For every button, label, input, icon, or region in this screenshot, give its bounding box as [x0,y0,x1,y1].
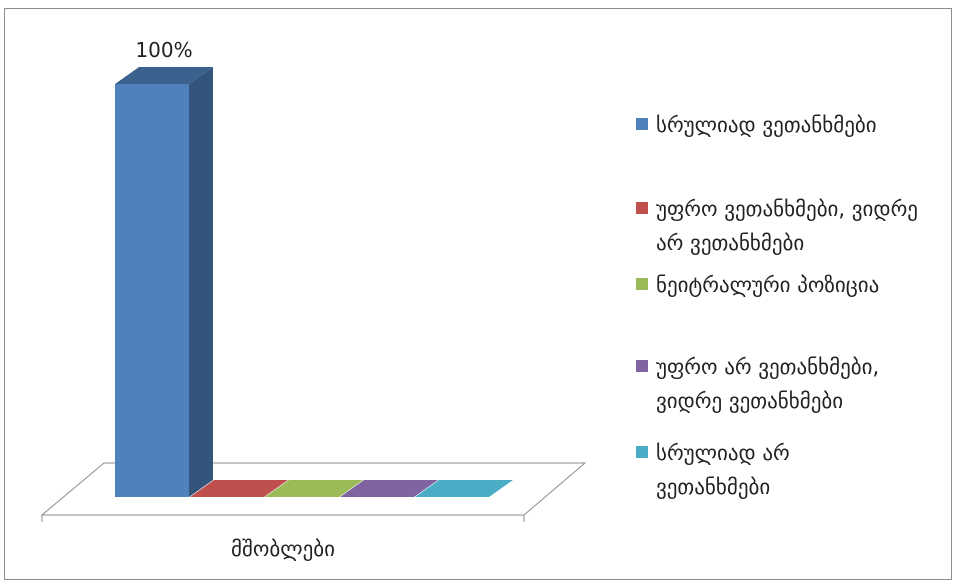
legend-swatch-blue [636,118,648,130]
x-axis-category-label: მშობლები [231,537,335,561]
bar-flat [190,480,288,497]
legend-item-2: უფრო ვეთანხმები, ვიდრე არ ვეთანხმები [636,192,926,260]
bar-data-label: 100% [135,38,192,62]
legend-item-1: სრულიად ვეთანხმები [636,108,946,142]
bar-flat [265,480,363,497]
bar-flat [340,480,438,497]
legend-swatch-green [636,278,648,290]
legend-item-4: უფრო არ ვეთანხმები, ვიდრე ვეთანხმები [636,350,926,418]
legend-label: უფრო არ ვეთანხმები, ვიდრე ვეთანხმები [656,355,880,413]
bar-side [189,67,213,497]
legend-swatch-purple [636,360,648,372]
legend-label: ნეიტრალური პოზიცია [656,273,880,297]
legend-label: სრულიად ვეთანხმები [656,113,877,137]
bar-front [115,84,189,497]
legend-label: სრულიად არ ვეთანხმები [656,441,790,499]
legend-label: უფრო ვეთანხმები, ვიდრე არ ვეთანხმები [656,197,918,255]
legend-swatch-red [636,202,648,214]
legend-item-5: სრულიად არ ვეთანხმები [636,436,856,504]
bar-top [115,67,213,84]
bar-flat [415,480,513,497]
legend-item-3: ნეიტრალური პოზიცია [636,268,946,302]
legend-swatch-teal [636,446,648,458]
